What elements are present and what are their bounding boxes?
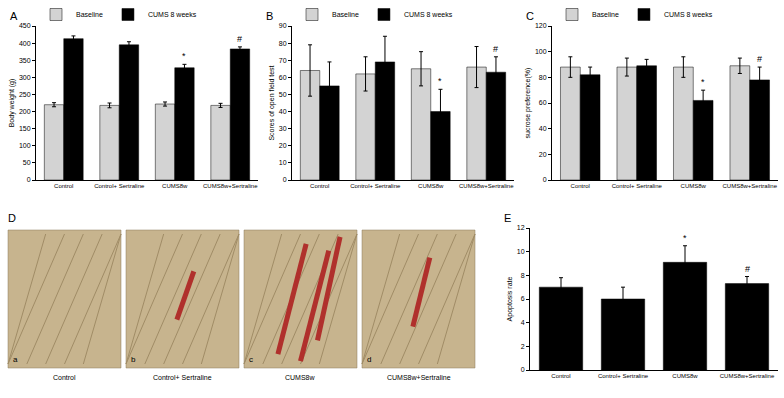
svg-text:CUMS8w: CUMS8w	[681, 183, 707, 189]
svg-text:80: 80	[539, 74, 547, 81]
svg-text:90: 90	[279, 22, 287, 29]
svg-text:Control+ Sertraline: Control+ Sertraline	[598, 373, 649, 379]
svg-text:D: D	[8, 212, 16, 224]
svg-text:A: A	[10, 10, 18, 22]
svg-text:b: b	[131, 355, 136, 364]
svg-text:40: 40	[279, 108, 287, 115]
svg-text:50: 50	[23, 159, 31, 166]
svg-text:Scores of open field test: Scores of open field test	[268, 65, 276, 140]
svg-text:Control: Control	[54, 183, 73, 189]
svg-text:6: 6	[521, 295, 525, 302]
svg-text:8: 8	[521, 272, 525, 279]
svg-text:Control: Control	[310, 183, 329, 189]
svg-text:70: 70	[279, 57, 287, 64]
svg-text:Apoptosis rate: Apoptosis rate	[506, 277, 514, 322]
svg-text:CUMS8w+Sertraline: CUMS8w+Sertraline	[459, 183, 514, 189]
svg-text:B: B	[266, 10, 273, 22]
svg-text:20: 20	[539, 151, 547, 158]
svg-text:C: C	[526, 10, 534, 22]
svg-text:30: 30	[279, 125, 287, 132]
svg-text:0: 0	[521, 366, 525, 373]
svg-text:*: *	[182, 51, 186, 61]
svg-text:Body weight (g): Body weight (g)	[8, 79, 16, 128]
svg-text:400: 400	[19, 40, 31, 47]
svg-text:Control: Control	[551, 373, 570, 379]
svg-text:150: 150	[19, 125, 31, 132]
svg-text:Control: Control	[53, 374, 76, 381]
svg-text:CUMS8w+Sertraline: CUMS8w+Sertraline	[203, 183, 258, 189]
svg-text:*: *	[683, 233, 687, 243]
svg-text:12: 12	[517, 224, 525, 231]
svg-text:0: 0	[283, 176, 287, 183]
svg-text:0: 0	[543, 176, 547, 183]
svg-text:300: 300	[19, 74, 31, 81]
svg-text:CUMS8w: CUMS8w	[285, 374, 316, 381]
svg-text:2: 2	[521, 343, 525, 350]
svg-text:d: d	[367, 355, 371, 364]
svg-text:Control+ Sertraline: Control+ Sertraline	[612, 183, 663, 189]
svg-text:CUMS8w: CUMS8w	[418, 183, 444, 189]
svg-text:#: #	[237, 34, 242, 44]
svg-text:*: *	[701, 77, 705, 87]
svg-text:Control+ Sertraline: Control+ Sertraline	[350, 183, 401, 189]
svg-text:Baseline: Baseline	[76, 11, 103, 18]
svg-text:Baseline: Baseline	[332, 11, 359, 18]
svg-text:4: 4	[521, 319, 525, 326]
svg-text:10: 10	[517, 248, 525, 255]
svg-text:#: #	[493, 44, 498, 54]
svg-text:350: 350	[19, 57, 31, 64]
svg-text:Control+ Sertraline: Control+ Sertraline	[153, 374, 212, 381]
svg-text:CUMS 8 weeks: CUMS 8 weeks	[148, 11, 197, 18]
svg-text:60: 60	[539, 99, 547, 106]
svg-text:CUMS8w+Sertraline: CUMS8w+Sertraline	[720, 373, 775, 379]
svg-text:50: 50	[279, 91, 287, 98]
svg-text:CUMS8w+Sertraline: CUMS8w+Sertraline	[387, 374, 451, 381]
svg-text:60: 60	[279, 74, 287, 81]
svg-text:120: 120	[535, 22, 547, 29]
svg-text:a: a	[13, 355, 18, 364]
svg-text:10: 10	[279, 159, 287, 166]
svg-text:40: 40	[539, 125, 547, 132]
svg-text:200: 200	[19, 108, 31, 115]
svg-text:CUMS8w: CUMS8w	[162, 183, 188, 189]
svg-text:100: 100	[19, 142, 31, 149]
svg-text:CUMS 8 weeks: CUMS 8 weeks	[404, 11, 453, 18]
svg-text:450: 450	[19, 22, 31, 29]
svg-text:20: 20	[279, 142, 287, 149]
svg-text:sucrose preference(%): sucrose preference(%)	[524, 68, 532, 139]
svg-text:CUMS8w: CUMS8w	[672, 373, 698, 379]
svg-text:Control+ Sertraline: Control+ Sertraline	[94, 183, 145, 189]
svg-text:E: E	[504, 212, 511, 224]
svg-text:100: 100	[535, 48, 547, 55]
svg-text:CUMS8w+Sertraline: CUMS8w+Sertraline	[722, 183, 777, 189]
svg-text:*: *	[438, 76, 442, 86]
svg-text:0: 0	[27, 176, 31, 183]
svg-text:80: 80	[279, 40, 287, 47]
svg-text:c: c	[249, 355, 253, 364]
svg-text:Control: Control	[571, 183, 590, 189]
svg-text:#: #	[745, 264, 750, 274]
svg-text:Baseline: Baseline	[592, 11, 619, 18]
svg-text:CUMS 8 weeks: CUMS 8 weeks	[664, 11, 713, 18]
svg-text:250: 250	[19, 91, 31, 98]
svg-text:#: #	[757, 54, 762, 64]
